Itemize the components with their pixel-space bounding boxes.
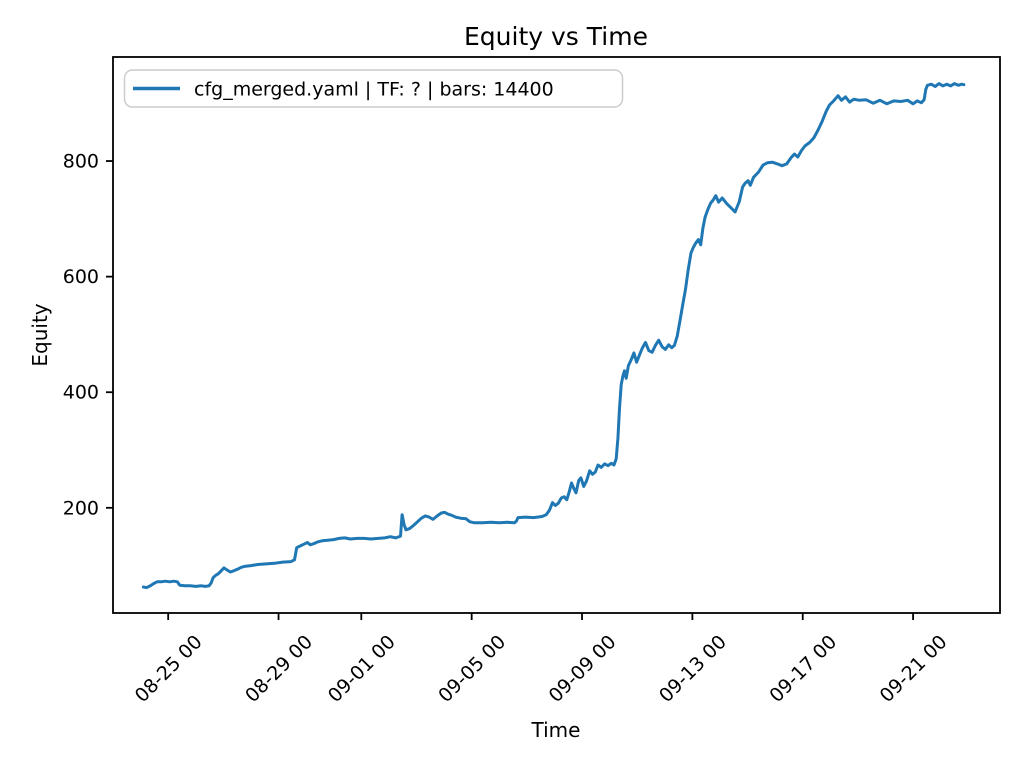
- x-tick-label: 08-25 00: [131, 631, 207, 707]
- y-tick-label: 800: [63, 151, 99, 173]
- x-tick-label: 08-29 00: [241, 631, 317, 707]
- x-axis-ticks: 08-25 00 08-29 00 09-01 00 09-05 00 09-09 00…: [131, 613, 952, 707]
- x-axis-label: Time: [531, 718, 581, 742]
- legend-box: [123, 69, 624, 108]
- x-tick-label: 09-05 00: [434, 631, 510, 707]
- legend-label: cfg_merged.yaml | TF: ? | bars: 14400: [194, 79, 554, 101]
- plot-area-spines: [112, 56, 1001, 614]
- x-tick-label: 09-21 00: [876, 631, 952, 707]
- x-tick-label: 09-13 00: [655, 631, 731, 707]
- x-tick-label: 09-17 00: [765, 631, 841, 707]
- y-tick-label: 200: [63, 497, 99, 519]
- chart-title: Equity vs Time: [464, 22, 648, 51]
- x-tick-label: 09-09 00: [545, 631, 621, 707]
- y-tick-label: 600: [63, 266, 99, 288]
- y-tick-label: 400: [63, 382, 99, 404]
- x-tick-label: 09-01 00: [324, 631, 400, 707]
- equity-line-series: [141, 82, 966, 590]
- legend: cfg_merged.yaml | TF: ? | bars: 14400: [123, 69, 624, 108]
- y-axis-ticks: 200 400 600 800: [63, 151, 113, 519]
- y-axis-label: Equity: [28, 303, 52, 366]
